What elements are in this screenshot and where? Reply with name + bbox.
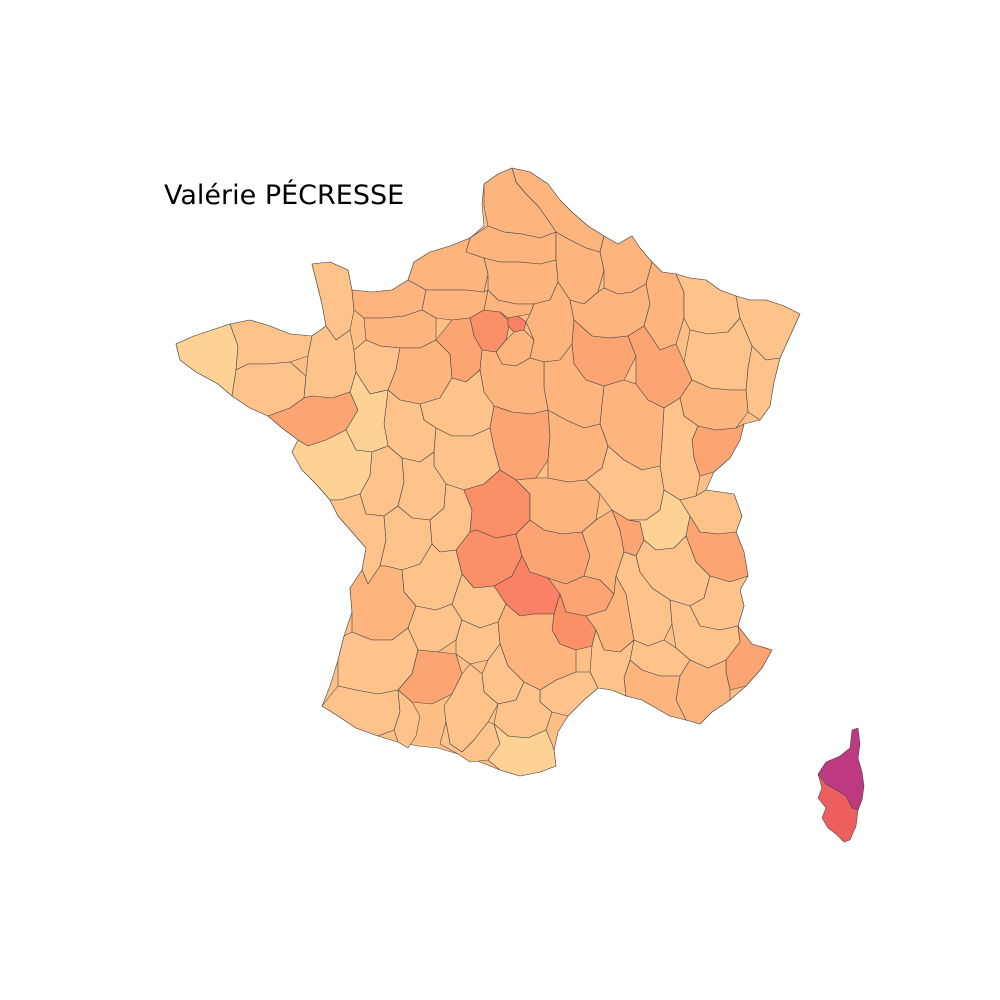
dept-pyrenees-atlantiques — [321, 685, 401, 737]
dept-corse-du-sud — [817, 773, 859, 843]
dept-hautes-pyrenees — [393, 689, 421, 749]
dept-doubs — [691, 423, 745, 477]
dept-cotes-armor — [229, 319, 313, 371]
corsica — [817, 727, 865, 843]
dept-gers — [397, 649, 463, 705]
dept-val-oise — [483, 289, 535, 319]
dept-alpes-maritimes — [725, 625, 773, 691]
dept-manche — [311, 261, 355, 341]
dept-pyrenees-orientales — [487, 723, 557, 777]
dept-var — [675, 659, 731, 725]
dept-ille-vilaine — [303, 325, 357, 399]
map-title: Valérie PÉCRESSE — [164, 180, 405, 211]
dept-finistere — [175, 323, 239, 397]
mainland-france — [175, 167, 801, 777]
